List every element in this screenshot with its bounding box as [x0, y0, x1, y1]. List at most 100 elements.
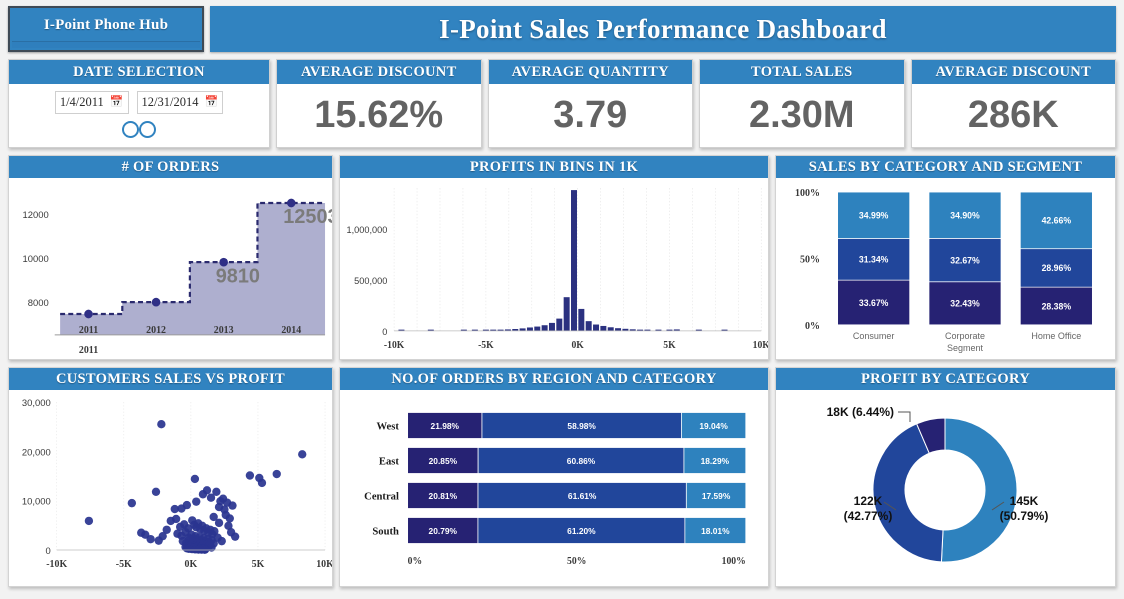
svg-text:2014: 2014	[281, 325, 301, 336]
start-date-field[interactable]: 1/4/2011 📅	[54, 90, 129, 114]
kpi-row: DATE SELECTION 1/4/2011 📅 12/31/2014 📅	[8, 59, 1116, 148]
svg-text:60.86%: 60.86%	[567, 456, 596, 466]
panel-title-profits-bins: PROFITS IN BINS IN 1K	[340, 156, 768, 178]
customers-scatter-chart[interactable]: 0 10,000 20,000 30,000 -10K -5K 0K 5K 10K	[9, 390, 332, 586]
svg-text:0K: 0K	[185, 559, 198, 570]
profit-donut-chart[interactable]: 18K (6.44%) 122K(42.77%) 145K(50.79%)	[776, 390, 1115, 586]
kpi-value: 286K	[967, 94, 1059, 136]
calendar-icon[interactable]: 📅	[109, 95, 124, 108]
svg-text:19.04%: 19.04%	[699, 421, 728, 431]
svg-text:100%: 100%	[795, 188, 820, 199]
slider-handle-left[interactable]	[139, 121, 156, 138]
svg-text:61.20%: 61.20%	[567, 526, 596, 536]
svg-text:0: 0	[45, 546, 50, 557]
svg-text:Central: Central	[364, 490, 399, 502]
date-inputs: 1/4/2011 📅 12/31/2014 📅	[54, 90, 224, 114]
kpi-title: AVERAGE QUANTITY	[488, 60, 692, 84]
svg-text:18.29%: 18.29%	[701, 456, 730, 466]
orders-region-chart[interactable]: West 21.98% 58.98% 19.04% East 20.85% 60.86% 18…	[340, 390, 768, 586]
orders-step-chart[interactable]: 8000 10000 12000 2011 2012 2013 9810 2014 12503 2…	[9, 178, 332, 359]
svg-text:500,000: 500,000	[354, 276, 387, 286]
panel-title-profit-by-category: PROFIT BY CATEGORY	[776, 368, 1115, 390]
end-date-field[interactable]: 12/31/2014 📅	[136, 90, 224, 114]
svg-text:34.90%: 34.90%	[950, 211, 980, 221]
svg-text:8000: 8000	[28, 298, 49, 309]
svg-text:10000: 10000	[23, 254, 49, 265]
svg-text:-10K: -10K	[384, 340, 405, 351]
svg-text:31.34%: 31.34%	[859, 255, 889, 265]
svg-text:0%: 0%	[805, 321, 820, 332]
kpi-value: 3.79	[553, 94, 628, 136]
svg-text:12000: 12000	[23, 210, 49, 221]
svg-text:145K: 145K	[1010, 494, 1039, 508]
start-date-value: 1/4/2011	[59, 94, 104, 109]
svg-text:2011: 2011	[79, 325, 98, 336]
hub-tab-label: I-Point Phone Hub	[43, 17, 169, 33]
date-selection-title: DATE SELECTION	[9, 60, 269, 84]
svg-text:-5K: -5K	[116, 559, 132, 570]
panel-orders-region-category: NO.OF ORDERS BY REGION AND CATEGORY West…	[339, 367, 769, 587]
profits-histogram-chart[interactable]: 0 500,000 1,000,000 -10K -5K 0K 5K 10K	[340, 178, 768, 359]
hub-tab-button[interactable]: I-Point Phone Hub	[8, 6, 204, 52]
charts-row-1: # OF ORDERS 8000 10000 12000 2011 2012 2013 98…	[8, 155, 1116, 360]
svg-text:2011: 2011	[79, 345, 98, 356]
svg-text:10K: 10K	[753, 340, 768, 351]
panel-orders: # OF ORDERS 8000 10000 12000 2011 2012 2013 98…	[8, 155, 333, 360]
svg-text:122K: 122K	[854, 494, 883, 508]
svg-text:-10K: -10K	[46, 559, 67, 570]
svg-text:0%: 0%	[408, 556, 422, 567]
svg-text:2012: 2012	[146, 325, 166, 336]
svg-text:18K (6.44%): 18K (6.44%)	[827, 405, 894, 419]
svg-text:58.98%: 58.98%	[567, 421, 596, 431]
panel-title-orders: # OF ORDERS	[9, 156, 332, 178]
svg-text:0K: 0K	[571, 340, 584, 351]
svg-text:1,000,000: 1,000,000	[347, 225, 388, 235]
panel-profit-by-category: PROFIT BY CATEGORY 18K (6.44%) 122K (42.77…	[775, 367, 1116, 587]
svg-text:East: East	[379, 455, 399, 467]
svg-text:18.01%: 18.01%	[701, 526, 730, 536]
svg-text:(50.79%): (50.79%)	[1000, 509, 1049, 523]
svg-text:Home Office: Home Office	[1031, 331, 1081, 341]
svg-text:9810: 9810	[216, 265, 260, 287]
svg-text:28.38%: 28.38%	[1042, 301, 1072, 311]
kpi-title: TOTAL SALES	[700, 60, 904, 84]
svg-text:2013: 2013	[214, 325, 234, 336]
kpi-card-average-discount: AVERAGE DISCOUNT 15.62%	[276, 59, 482, 148]
svg-text:(42.77%): (42.77%)	[844, 509, 893, 523]
panel-customers-sales-profit: CUSTOMERS SALES VS PROFIT 0 10,000 20,000 3…	[8, 367, 333, 587]
kpi-card-average-discount-amount: AVERAGE DISCOUNT 286K	[910, 59, 1116, 148]
svg-text:20,000: 20,000	[22, 447, 51, 458]
svg-text:12503: 12503	[283, 206, 332, 228]
svg-text:100%: 100%	[722, 556, 746, 567]
end-date-value: 12/31/2014	[141, 94, 199, 109]
svg-text:-5K: -5K	[478, 340, 494, 351]
kpi-title: AVERAGE DISCOUNT	[911, 60, 1115, 84]
svg-text:33.67%: 33.67%	[859, 298, 889, 308]
svg-text:5K: 5K	[663, 340, 676, 351]
date-selection-card: DATE SELECTION 1/4/2011 📅 12/31/2014 📅	[8, 59, 270, 148]
kpi-card-total-sales: TOTAL SALES 2.30M	[699, 59, 905, 148]
panel-title-orders-region-category: NO.OF ORDERS BY REGION AND CATEGORY	[340, 368, 768, 390]
svg-text:21.98%: 21.98%	[431, 421, 460, 431]
panel-profits-bins: PROFITS IN BINS IN 1K 0 500,000 1,000,000 -…	[339, 155, 769, 360]
kpi-value: 2.30M	[748, 94, 855, 136]
kpi-card-average-quantity: AVERAGE QUANTITY 3.79	[487, 59, 693, 148]
svg-text:32.43%: 32.43%	[950, 299, 980, 309]
svg-text:34.99%: 34.99%	[859, 211, 889, 221]
hub-tab-underbar	[12, 41, 200, 48]
sales-category-segment-chart[interactable]: 0% 50% 100% 33.67% 31.34% 34.99% Consumer 32.43…	[776, 178, 1115, 359]
calendar-icon[interactable]: 📅	[204, 95, 219, 108]
kpi-title: AVERAGE DISCOUNT	[277, 60, 481, 84]
slider-handle-right[interactable]	[122, 121, 139, 138]
svg-text:5K: 5K	[252, 559, 265, 570]
svg-text:10K: 10K	[316, 559, 332, 570]
svg-text:42.66%: 42.66%	[1042, 216, 1072, 226]
svg-text:Segment: Segment	[947, 343, 983, 353]
svg-text:20.79%: 20.79%	[429, 526, 458, 536]
panel-sales-category-segment: SALES BY CATEGORY AND SEGMENT 0% 50% 100% 3…	[775, 155, 1116, 360]
svg-text:32.67%: 32.67%	[950, 255, 980, 265]
svg-text:61.61%: 61.61%	[568, 491, 597, 501]
svg-text:0: 0	[382, 327, 387, 337]
top-header-bar: I-Point Phone Hub I-Point Sales Performa…	[8, 6, 1116, 52]
